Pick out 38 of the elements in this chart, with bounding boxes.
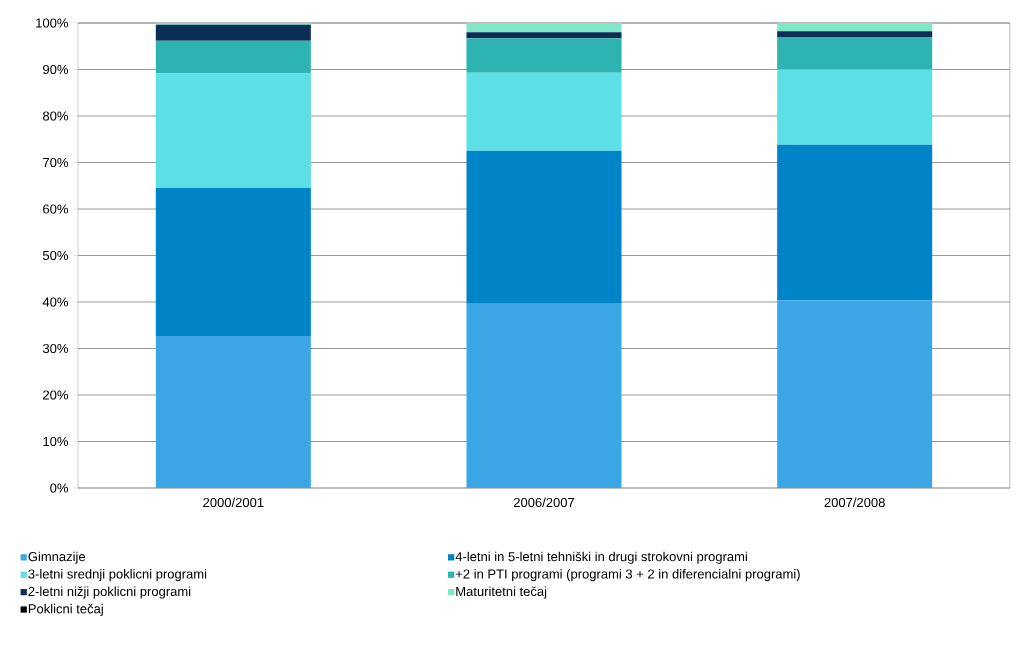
bar [155,73,311,189]
y-tick-label: 80% [43,111,68,121]
y-tick-label: 50% [42,250,68,261]
legend-label: 2-letni nižji poklicni programi [28,586,191,599]
y-tick-label: 90% [43,64,68,75]
legend-label: Maturitetni tečaj [456,586,547,599]
x-tick-label: 2000/2001 [203,497,264,508]
y-tick-label: 20% [43,390,68,400]
legend-label: Poklicni tečaj [28,603,103,616]
y-tick-label: 60% [43,204,68,214]
y-tick-label: 40% [42,297,68,307]
bar [466,72,622,151]
bar [466,23,622,33]
bar [777,69,933,145]
bar [466,38,622,73]
legend-label: +2 in PTI programi (programi 3 + 2 in diferencialni programi) [455,569,800,582]
x-tick-label: 2006/2007 [513,497,575,508]
legend-label: 3-letni srednji poklicni programi [28,569,207,582]
y-tick-label: 10% [43,436,68,447]
bar [466,150,622,304]
legend-label: 4-letni in 5-letni tehniški in drugi strokovni programi [455,551,747,564]
bar [777,36,933,70]
bar [155,24,311,41]
bar [777,144,933,301]
bar [155,40,311,74]
bar [155,188,311,336]
y-tick-label: 30% [42,343,68,354]
bar [466,32,622,39]
y-tick-label: 0% [50,483,68,493]
bar [777,31,933,37]
bar [155,335,311,488]
y-tick-label: 100% [36,18,68,28]
legend-label: Gimnazije [28,551,86,564]
y-tick-label: 70% [43,157,68,168]
bar [466,303,622,488]
bar [777,23,933,32]
bar [777,300,933,488]
x-tick-label: 2007/2008 [824,497,885,508]
